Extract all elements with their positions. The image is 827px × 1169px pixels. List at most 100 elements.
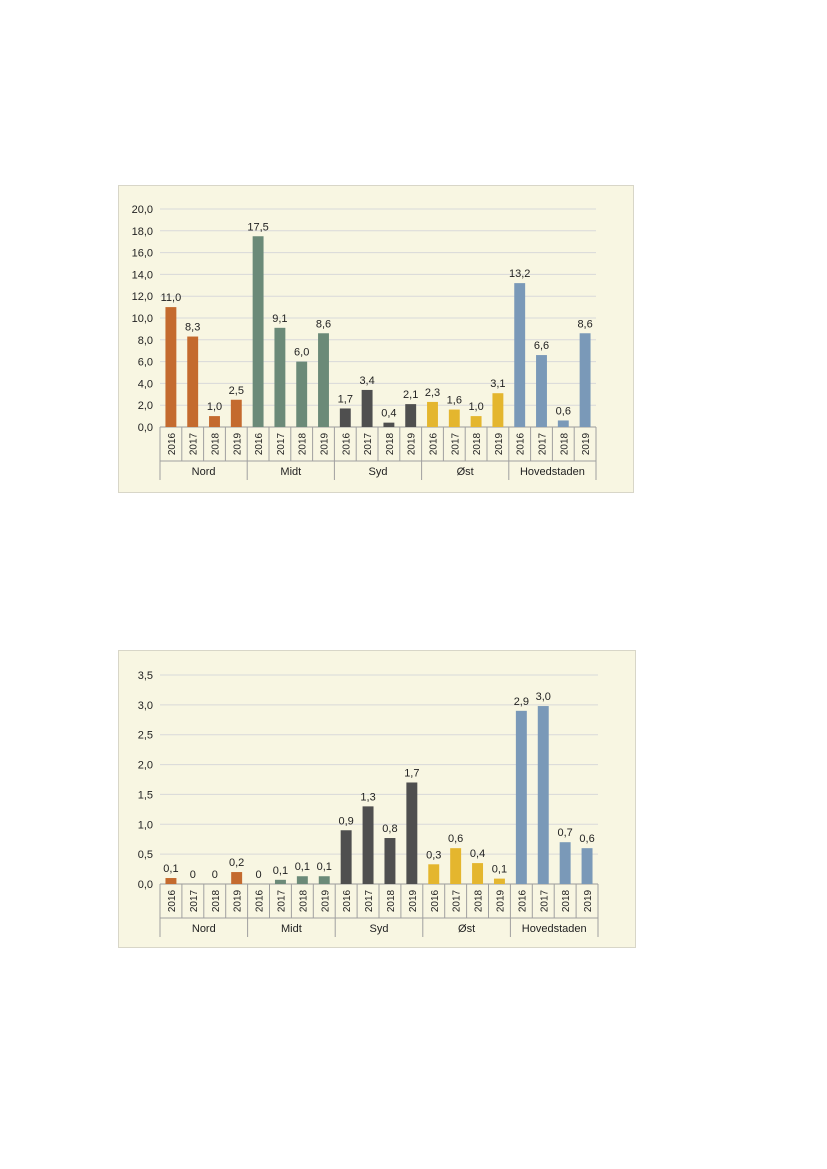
data-label: 0,8 [382, 823, 397, 835]
x-tick-label: 2019 [583, 889, 594, 912]
bar-midt-2016 [252, 236, 264, 427]
x-tick-label: 2019 [233, 889, 244, 912]
bar-hovedstaden-2017 [537, 706, 549, 884]
y-tick-label: 1,0 [138, 819, 153, 831]
x-tick-label: 2016 [430, 889, 441, 912]
y-tick-label: 2,5 [138, 730, 153, 742]
group-label-hovedstaden: Hovedstaden [520, 466, 585, 478]
bar-midt-2017 [274, 327, 286, 427]
data-label: 0,4 [470, 848, 485, 860]
bar-syd-2017 [361, 389, 373, 427]
x-tick-label: 2018 [474, 889, 485, 912]
bar-øst-2016 [427, 401, 438, 427]
x-tick-label: 2019 [407, 432, 418, 455]
bar-hovedstaden-2016 [514, 283, 526, 427]
x-tick-label: 2019 [320, 889, 331, 912]
bar-nord-2016 [165, 878, 177, 884]
bar-hovedstaden-2019 [581, 848, 593, 884]
bar-hovedstaden-2019 [579, 333, 591, 427]
chart-panel-2: 0,0 0,5 1,0 1,5 2,0 2,5 3,0 3,5 0,1 2016 0 2017 0 201… [118, 650, 636, 948]
y-tick-label: 2,0 [138, 400, 153, 412]
y-tick-label: 10,0 [132, 313, 153, 325]
data-label: 1,0 [468, 401, 483, 413]
data-label: 6,0 [294, 347, 309, 359]
data-label: 3,4 [359, 375, 374, 387]
data-label: 0,7 [558, 827, 573, 839]
data-label: 0 [190, 869, 196, 881]
chart-panel-1: 0,0 2,0 4,0 6,0 8,0 10,0 12,0 14,0 16,0 18,0 20,0 1… [118, 185, 634, 493]
data-label: 0,3 [426, 849, 441, 861]
data-label: 0,6 [448, 833, 463, 845]
y-tick-label: 18,0 [132, 226, 153, 238]
x-tick-label: 2018 [559, 432, 570, 455]
x-tick-label: 2018 [298, 432, 309, 455]
data-label: 1,6 [447, 395, 462, 407]
data-label: 0,6 [556, 405, 571, 417]
x-tick-label: 2019 [495, 889, 506, 912]
group-label-nord: Nord [192, 466, 216, 478]
bar-hovedstaden-2017 [536, 355, 547, 427]
y-tick-label: 0,0 [138, 879, 153, 891]
bar-øst-2018 [470, 416, 482, 427]
bar-nord-2017 [187, 336, 199, 427]
bar-nord-2019 [230, 399, 242, 427]
y-tick-label: 0,0 [138, 422, 153, 434]
bar-hovedstaden-2018 [557, 420, 569, 427]
x-tick-label: 2018 [385, 432, 396, 455]
y-tick-label: 14,0 [132, 269, 153, 281]
x-tick-label: 2017 [452, 889, 463, 912]
x-tick-label: 2016 [167, 889, 178, 912]
group-label-nord: Nord [192, 923, 216, 935]
data-label: 1,0 [207, 401, 222, 413]
x-tick-label: 2018 [211, 889, 222, 912]
data-label: 0,9 [339, 815, 354, 827]
data-label: 2,3 [425, 387, 440, 399]
bar-øst-2019 [492, 393, 504, 427]
x-tick-label: 2018 [211, 432, 222, 455]
x-tick-label: 2019 [581, 432, 592, 455]
bar-nord-2016 [165, 307, 177, 427]
bar-øst-2019 [493, 878, 505, 884]
x-tick-label: 2017 [538, 432, 549, 455]
x-tick-label: 2016 [341, 432, 352, 455]
data-label: 0,2 [229, 857, 244, 869]
bar-syd-2018 [384, 838, 396, 884]
data-label: 11,0 [161, 292, 182, 304]
data-label: 0 [255, 869, 261, 881]
bar-midt-2017 [274, 879, 286, 884]
bar-øst-2017 [448, 409, 460, 427]
group-label-øst: Øst [458, 923, 475, 935]
x-tick-label: 2019 [320, 432, 331, 455]
group-label-midt: Midt [281, 923, 302, 935]
data-label: 17,5 [247, 221, 268, 233]
x-tick-label: 2019 [494, 432, 505, 455]
x-tick-label: 2018 [561, 889, 572, 912]
data-label: 2,5 [229, 385, 244, 397]
x-tick-label: 2018 [386, 889, 397, 912]
y-tick-label: 3,5 [138, 670, 153, 682]
group-label-syd: Syd [369, 466, 388, 478]
y-tick-label: 1,5 [138, 789, 153, 801]
x-tick-label: 2017 [276, 432, 287, 455]
y-tick-label: 4,0 [138, 378, 153, 390]
data-label: 0,1 [295, 861, 310, 873]
y-tick-label: 0,5 [138, 849, 153, 861]
data-label: 0,1 [273, 865, 288, 877]
bar-midt-2019 [318, 333, 329, 427]
bar-midt-2018 [296, 361, 308, 427]
group-label-midt: Midt [280, 466, 301, 478]
x-tick-label: 2017 [189, 432, 200, 455]
bar-midt-2019 [318, 876, 330, 884]
x-tick-label: 2019 [408, 889, 419, 912]
data-label: 1,7 [404, 767, 419, 779]
data-label: 0,6 [579, 833, 594, 845]
x-tick-label: 2018 [472, 432, 483, 455]
y-tick-label: 6,0 [138, 357, 153, 369]
x-tick-label: 2019 [232, 432, 243, 455]
data-label: 2,1 [403, 389, 418, 401]
x-tick-label: 2017 [539, 889, 550, 912]
data-label: 0,4 [381, 408, 396, 420]
x-tick-label: 2017 [364, 889, 375, 912]
data-label: 6,6 [534, 340, 549, 352]
data-label: 0,1 [492, 864, 507, 876]
